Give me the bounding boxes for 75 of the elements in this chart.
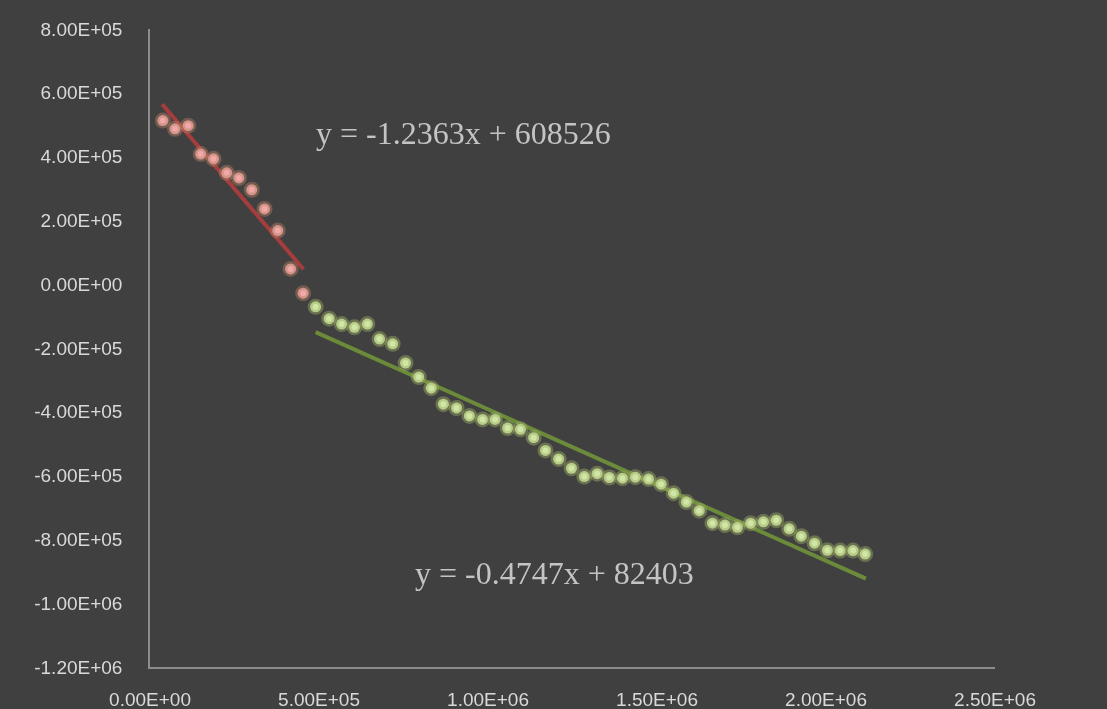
point — [371, 331, 388, 348]
point — [678, 494, 695, 511]
point — [321, 310, 338, 327]
point — [845, 542, 862, 559]
point — [410, 369, 427, 386]
x-tick-label: 5.00E+05 — [278, 688, 360, 709]
point — [819, 542, 836, 559]
point — [167, 120, 184, 137]
point — [359, 316, 376, 333]
y-tick-label: -4.00E+05 — [34, 401, 123, 423]
y-tick-label: 4.00E+05 — [40, 146, 123, 168]
point — [487, 411, 504, 428]
point — [461, 407, 478, 424]
point — [448, 399, 465, 416]
point — [269, 222, 286, 239]
point — [704, 515, 721, 532]
point — [550, 451, 567, 468]
y-tick-label: -1.00E+06 — [34, 592, 123, 614]
x-tick-label: 0.00E+00 — [109, 688, 191, 709]
point — [576, 468, 593, 485]
point — [563, 460, 580, 477]
point — [729, 519, 746, 536]
point — [742, 515, 759, 532]
y-tick-label: -1.20E+06 — [34, 656, 123, 678]
y-tick-label: -6.00E+05 — [34, 465, 123, 487]
y-tick-label: 8.00E+05 — [40, 18, 123, 40]
point — [806, 535, 823, 552]
point — [665, 485, 682, 502]
point — [154, 112, 171, 129]
y-tick-label: -2.00E+05 — [34, 337, 123, 359]
point — [205, 150, 222, 167]
point — [781, 520, 798, 537]
point — [537, 442, 554, 459]
point — [230, 169, 247, 186]
point — [180, 117, 197, 134]
y-tick-label: 0.00E+00 — [40, 273, 123, 295]
point — [435, 396, 452, 413]
point — [589, 465, 606, 482]
point — [218, 164, 235, 181]
point — [282, 260, 299, 277]
x-tick-label: 1.50E+06 — [616, 688, 698, 709]
point — [691, 502, 708, 519]
point — [857, 546, 874, 563]
annotation: y = -1.2363x + 608526 — [316, 115, 611, 151]
point — [192, 146, 209, 163]
point — [832, 542, 849, 559]
point — [397, 354, 414, 371]
point — [243, 181, 260, 198]
point — [295, 285, 312, 302]
point — [755, 513, 772, 530]
point — [346, 319, 363, 336]
point — [333, 316, 350, 333]
y-tick-label: 6.00E+05 — [40, 82, 123, 104]
point — [768, 512, 785, 529]
point — [307, 298, 324, 315]
point — [499, 420, 516, 437]
point — [525, 429, 542, 446]
point — [423, 380, 440, 397]
point — [793, 528, 810, 545]
x-tick-label: 2.00E+06 — [785, 688, 867, 709]
point — [640, 471, 657, 488]
x-tick-label: 1.00E+06 — [447, 688, 529, 709]
point — [474, 411, 491, 428]
y-tick-label: 2.00E+05 — [40, 210, 123, 232]
point — [384, 335, 401, 352]
point — [614, 470, 631, 487]
y-tick-label: -8.00E+05 — [34, 529, 123, 551]
point — [601, 469, 618, 486]
x-tick-label: 2.50E+06 — [954, 688, 1036, 709]
point — [512, 421, 529, 438]
point — [256, 200, 273, 217]
point — [716, 517, 733, 534]
point — [627, 469, 644, 486]
annotation: y = -0.4747x + 82403 — [415, 555, 694, 591]
point — [653, 476, 670, 493]
